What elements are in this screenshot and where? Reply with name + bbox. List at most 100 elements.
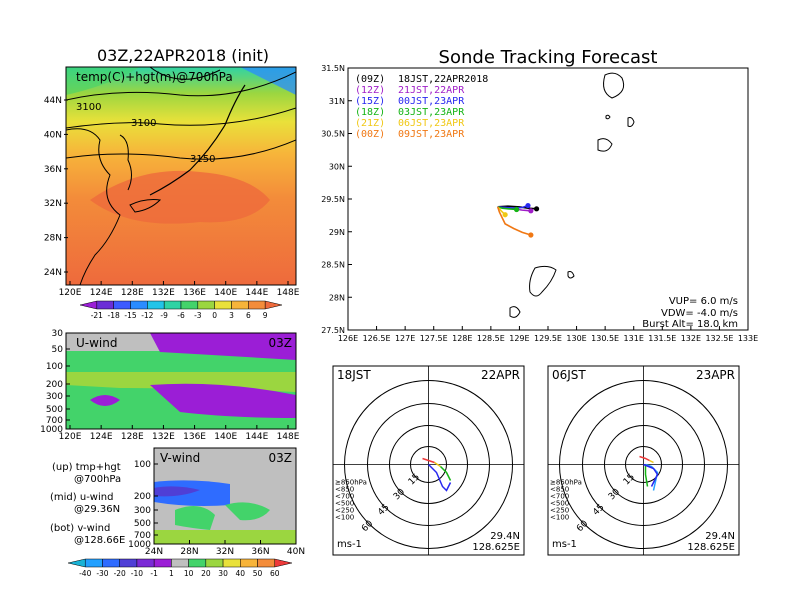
colorbar-cell — [248, 300, 266, 310]
hodograph-legend-item: <250 — [335, 507, 354, 515]
colorbar-cell — [180, 300, 199, 310]
y-tick-label: 28.5N — [321, 261, 345, 270]
y-tick-label: 27.5N — [321, 326, 345, 335]
island — [567, 271, 575, 279]
tick-label: 1000 — [40, 425, 63, 435]
hodograph-legend-item: <850 — [335, 486, 354, 494]
tick-label: 200 — [46, 380, 63, 390]
colorbar-tick: -9 — [160, 311, 168, 320]
tick-label: 300 — [46, 392, 63, 402]
tick-label: 28N — [180, 547, 198, 557]
uwind-cell — [90, 395, 120, 406]
tick-label: 50 — [52, 345, 64, 355]
colorbar-cell — [119, 558, 138, 568]
x-tick-label: 131.5E — [648, 334, 676, 343]
hodograph-legend-item: <850 — [550, 486, 569, 494]
tick-label: 136E — [183, 288, 206, 298]
colorbar-tick: -21 — [91, 311, 103, 320]
coastline — [66, 128, 121, 285]
tick-label: 124E — [90, 432, 113, 442]
hodograph-trace — [427, 463, 452, 492]
init-title: 03Z,22APR2018 (init) — [97, 46, 269, 65]
legend-mid-sub: @29.36N — [74, 504, 120, 515]
track-legend-utc: (15Z) — [355, 96, 385, 107]
uwind-jet-upper — [150, 333, 296, 360]
track-endpoint — [528, 208, 534, 214]
track-legend-utc: (21Z) — [355, 118, 385, 129]
track-series — [496, 202, 540, 238]
vwind-south-core — [154, 486, 200, 497]
x-tick-label: 129E — [509, 334, 529, 343]
y-tick-label: 31.5N — [321, 64, 345, 73]
track-endpoint — [513, 206, 520, 213]
colorbar-cell — [205, 558, 224, 568]
tick-label: 28N — [44, 234, 62, 244]
track-legend-jst: 09JST,23APR — [398, 129, 465, 140]
contour-label: 3100 — [131, 118, 156, 129]
track-legend-utc: (12Z) — [355, 85, 385, 96]
colorbar-cell — [231, 300, 249, 310]
vdw-text: VDW= -4.0 m/s — [661, 308, 738, 319]
tick-label: 36N — [251, 547, 269, 557]
uwind-label: U-wind — [76, 336, 117, 350]
colorbar-tick: -18 — [108, 311, 120, 320]
warm-region — [90, 170, 270, 224]
hodograph-time: 18JST — [337, 368, 371, 382]
tick-label: 140E — [214, 288, 237, 298]
colorbar-cell — [240, 558, 258, 568]
coastline — [119, 134, 132, 191]
tick-label: 300 — [134, 506, 151, 516]
island — [509, 306, 521, 318]
tick-label: 40N — [287, 547, 305, 557]
colorbar-tick: 1 — [169, 569, 174, 578]
track-line — [496, 206, 532, 236]
x-tick-label: 128E — [452, 334, 472, 343]
colorbar-cell — [257, 558, 276, 568]
cold-region — [240, 67, 296, 95]
track-map-frame — [347, 67, 749, 331]
hodograph-legend-item: <250 — [550, 507, 569, 515]
y-tick-label: 29N — [329, 228, 345, 237]
island — [597, 138, 613, 152]
hodograph-legend-item: <500 — [335, 500, 354, 508]
x-tick-label: 132.5E — [705, 334, 733, 343]
colorbar-tick: 40 — [236, 569, 246, 578]
cool-region — [66, 67, 140, 95]
hodograph-date: 22APR — [481, 368, 520, 382]
colorbar-tick: -3 — [194, 311, 202, 320]
vup-text: VUP= 6.0 m/s — [669, 296, 738, 307]
hodograph-trace — [422, 457, 435, 464]
track-endpoint — [525, 202, 531, 209]
colorbar-cell — [197, 300, 215, 310]
island — [529, 265, 557, 297]
tick-label: 124E — [90, 288, 113, 298]
colorbar-cell — [274, 558, 293, 568]
tick-label: 1000 — [128, 540, 151, 550]
hodograph-date: 23APR — [696, 368, 735, 382]
tick-label: 44N — [44, 96, 62, 106]
uwind-time: 03Z — [269, 336, 293, 350]
colorbar-cell — [147, 300, 165, 310]
colorbar-tick: 6 — [246, 311, 251, 320]
temp-panel-label: temp(C)+hgt(m)@700hPa — [76, 70, 233, 84]
hgt-contour — [149, 67, 221, 80]
hodograph-lat: 29.4N — [490, 531, 520, 542]
colorbar-tick: -30 — [96, 569, 108, 578]
hodograph-unit: ms-1 — [552, 539, 577, 550]
hodograph-lon: 128.625E — [472, 542, 520, 553]
track-legend-jst: 03JST,23APR — [398, 107, 465, 118]
island — [605, 114, 611, 120]
colorbar-cell — [214, 300, 232, 310]
tick-label: 700 — [46, 416, 63, 426]
colorbar-tick: 3 — [229, 311, 234, 320]
tick-label: 500 — [134, 519, 151, 529]
x-tick-label: 131E — [624, 334, 644, 343]
y-tick-label: 30N — [329, 162, 345, 171]
burst-text: Burst Alt= 18.0 km — [642, 319, 738, 330]
hodograph-legend-item: <700 — [550, 493, 569, 501]
hodograph-legend-item: ≥850hPa — [335, 479, 367, 487]
